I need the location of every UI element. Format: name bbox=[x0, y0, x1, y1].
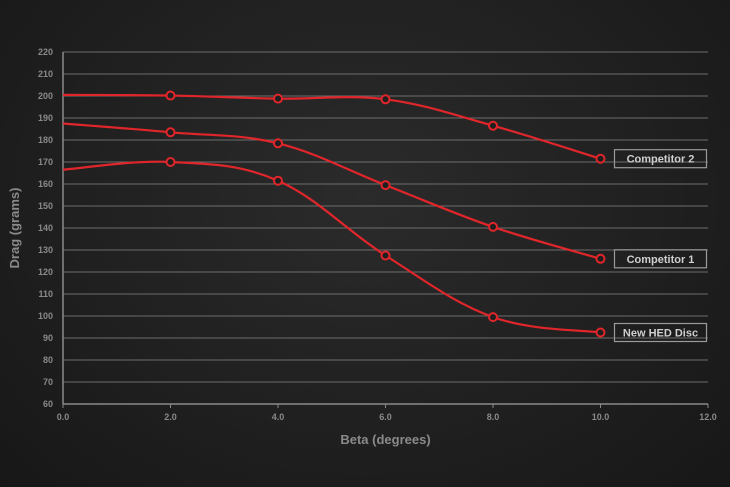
x-axis-title: Beta (degrees) bbox=[340, 432, 430, 447]
data-point bbox=[380, 94, 391, 105]
data-point bbox=[595, 327, 606, 338]
data-point bbox=[165, 127, 176, 138]
x-tick-label: 12.0 bbox=[699, 412, 717, 422]
y-tick-label: 200 bbox=[38, 91, 53, 101]
data-point bbox=[595, 253, 606, 264]
y-tick-label: 170 bbox=[38, 157, 53, 167]
series-label-box bbox=[613, 249, 708, 269]
series-label: Competitor 2 bbox=[613, 149, 708, 169]
data-point bbox=[273, 175, 283, 186]
series-label-box bbox=[613, 322, 708, 343]
y-tick-label: 140 bbox=[38, 223, 53, 233]
x-tick-label: 6.0 bbox=[379, 412, 392, 422]
x-tick-label: 8.0 bbox=[487, 412, 500, 422]
y-tick-label: 120 bbox=[38, 267, 53, 277]
series-label-text: Competitor 1 bbox=[627, 254, 695, 266]
data-point bbox=[165, 90, 176, 101]
data-point bbox=[380, 250, 391, 261]
data-point bbox=[165, 157, 176, 167]
x-tick-label: 10.0 bbox=[592, 412, 610, 422]
series-label-text: Competitor 2 bbox=[627, 154, 695, 166]
x-tick-label: 2.0 bbox=[164, 412, 177, 422]
y-tick-label: 90 bbox=[43, 333, 53, 343]
y-tick-label: 180 bbox=[38, 135, 53, 145]
y-tick-label: 60 bbox=[43, 399, 53, 409]
series-labels: Competitor 2 Competitor 1 New HED Disc bbox=[613, 149, 708, 343]
data-point bbox=[273, 138, 283, 149]
series-competitor-1 bbox=[62, 122, 606, 264]
y-tick-label: 150 bbox=[38, 201, 53, 211]
y-tick-label: 210 bbox=[38, 69, 53, 79]
x-tick-label: 4.0 bbox=[272, 412, 285, 422]
grid bbox=[63, 51, 708, 405]
x-tick-label: 0.0 bbox=[57, 412, 70, 422]
series-new-hed-disc bbox=[62, 157, 606, 338]
data-point bbox=[488, 312, 498, 323]
series-line bbox=[62, 93, 601, 160]
series-label-box bbox=[613, 149, 708, 169]
data-point bbox=[488, 221, 498, 232]
data-point bbox=[488, 120, 498, 131]
axes: 60 70 80 90 100 110 120 130 140 150 160 170 180 190 20… bbox=[38, 47, 717, 422]
series-layer bbox=[62, 90, 606, 338]
series-label: Competitor 1 bbox=[613, 249, 708, 269]
y-tick-label: 220 bbox=[38, 47, 53, 57]
data-point bbox=[380, 180, 391, 191]
y-axis-title: Drag (grams) bbox=[7, 188, 22, 269]
data-point bbox=[273, 93, 283, 104]
series-line bbox=[62, 160, 601, 334]
y-tick-label: 70 bbox=[43, 377, 53, 387]
series-line bbox=[62, 122, 601, 260]
y-tick-label: 80 bbox=[43, 355, 53, 365]
y-tick-label: 110 bbox=[38, 289, 53, 299]
y-tick-label: 160 bbox=[38, 179, 53, 189]
y-tick-label: 100 bbox=[38, 311, 53, 321]
series-label: New HED Disc bbox=[613, 322, 708, 343]
y-tick-label: 130 bbox=[38, 245, 53, 255]
data-point bbox=[595, 153, 606, 164]
series-label-text: New HED Disc bbox=[623, 328, 698, 340]
series-competitor-2 bbox=[62, 90, 606, 164]
y-tick-label: 190 bbox=[38, 113, 53, 123]
